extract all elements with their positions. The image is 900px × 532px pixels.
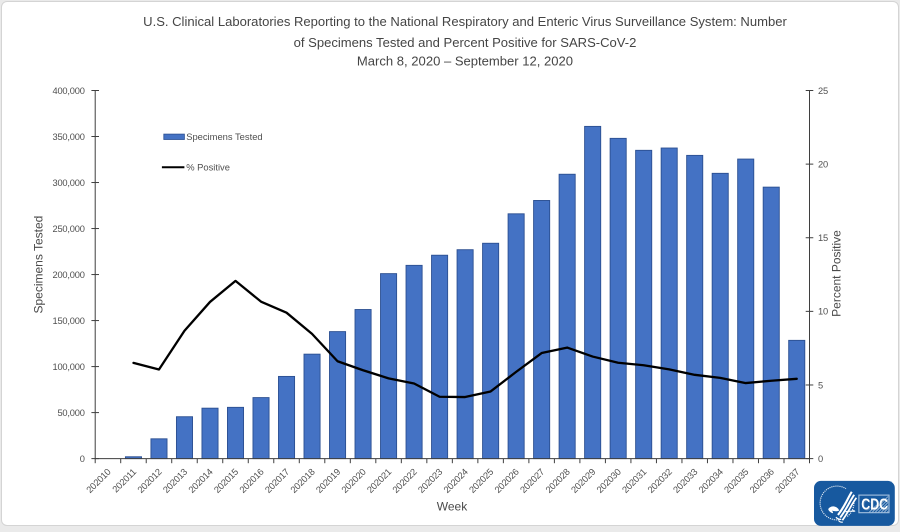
svg-text:202031: 202031 [620, 467, 648, 495]
svg-text:202016: 202016 [238, 467, 266, 495]
svg-text:202017: 202017 [263, 467, 291, 495]
svg-text:150,000: 150,000 [52, 316, 84, 326]
svg-text:202019: 202019 [314, 467, 342, 495]
svg-text:202010: 202010 [85, 467, 113, 495]
svg-text:350,000: 350,000 [52, 132, 84, 142]
svg-text:202014: 202014 [187, 467, 215, 495]
svg-text:CDC: CDC [862, 497, 889, 514]
svg-text:20: 20 [818, 159, 828, 169]
svg-text:202026: 202026 [493, 467, 521, 495]
svg-text:300,000: 300,000 [52, 178, 84, 188]
svg-text:202033: 202033 [671, 467, 699, 495]
svg-text:202011: 202011 [111, 467, 139, 495]
svg-text:0: 0 [818, 454, 823, 464]
svg-text:202025: 202025 [467, 467, 495, 495]
svg-text:25: 25 [818, 86, 828, 96]
svg-text:202021: 202021 [365, 467, 393, 495]
svg-text:10: 10 [818, 307, 828, 317]
svg-text:202036: 202036 [748, 467, 776, 495]
svg-text:202018: 202018 [289, 467, 317, 495]
svg-text:202028: 202028 [544, 467, 572, 495]
svg-text:% Positive: % Positive [186, 161, 230, 172]
svg-text:of Specimens Tested and Percen: of Specimens Tested and Percent Positive… [294, 35, 637, 50]
svg-text:250,000: 250,000 [52, 224, 84, 234]
svg-text:202035: 202035 [722, 467, 750, 495]
svg-text:202013: 202013 [161, 467, 189, 495]
svg-text:202032: 202032 [646, 467, 674, 495]
svg-text:202037: 202037 [773, 467, 801, 495]
svg-text:202034: 202034 [697, 467, 725, 495]
svg-text:202015: 202015 [212, 467, 240, 495]
svg-text:200,000: 200,000 [52, 270, 84, 280]
svg-text:202023: 202023 [416, 467, 444, 495]
svg-text:50,000: 50,000 [57, 408, 84, 418]
svg-text:100,000: 100,000 [52, 362, 84, 372]
svg-text:202024: 202024 [442, 467, 470, 495]
svg-text:202022: 202022 [391, 467, 419, 495]
svg-text:0: 0 [80, 454, 85, 464]
svg-text:202020: 202020 [340, 467, 368, 495]
svg-text:Specimens Tested: Specimens Tested [186, 131, 262, 142]
svg-text:202030: 202030 [595, 467, 623, 495]
svg-text:Specimens Tested: Specimens Tested [32, 216, 46, 314]
svg-text:U.S. Clinical Laboratories Rep: U.S. Clinical Laboratories Reporting to … [143, 14, 787, 29]
svg-text:202029: 202029 [569, 467, 597, 495]
svg-text:202027: 202027 [518, 467, 546, 495]
svg-text:5: 5 [818, 380, 823, 390]
svg-text:CDC: CDC [861, 497, 888, 514]
svg-text:400,000: 400,000 [52, 86, 84, 96]
svg-text:15: 15 [818, 233, 828, 243]
svg-text:Week: Week [437, 500, 468, 514]
svg-text:Percent Positive: Percent Positive [830, 230, 844, 317]
svg-text:March 8, 2020 – September 12,: March 8, 2020 – September 12, 2020 [357, 53, 573, 68]
svg-text:202012: 202012 [136, 467, 164, 495]
